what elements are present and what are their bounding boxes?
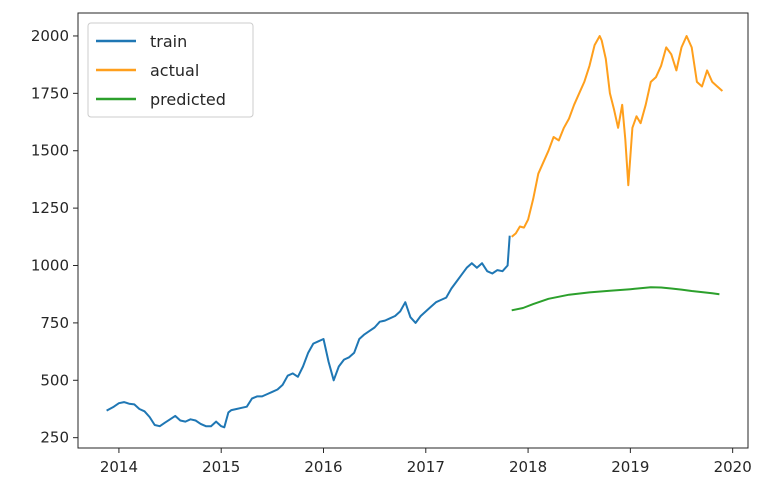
x-tick-label: 2016 bbox=[304, 458, 342, 476]
x-tick-label: 2020 bbox=[714, 458, 752, 476]
legend-box bbox=[87, 22, 254, 118]
x-tick-label: 2019 bbox=[611, 458, 649, 476]
y-tick-label: 500 bbox=[40, 371, 69, 389]
series-line-train bbox=[106, 235, 511, 429]
y-tick-label: 2000 bbox=[31, 27, 69, 45]
series-line-predicted bbox=[511, 286, 720, 312]
x-axis: 2014 2015 2016 2017 2018 2019 2020 bbox=[100, 448, 752, 476]
x-tick-label: 2014 bbox=[100, 458, 138, 476]
plot-area-frame bbox=[77, 12, 749, 449]
legend-label-actual: actual bbox=[150, 61, 199, 80]
y-tick-label: 1000 bbox=[31, 257, 69, 275]
x-tick-label: 2015 bbox=[202, 458, 240, 476]
y-tick-label: 1250 bbox=[31, 199, 69, 217]
series-lines bbox=[106, 35, 724, 429]
y-tick-label: 750 bbox=[40, 314, 69, 332]
legend: train actual predicted bbox=[87, 22, 254, 118]
x-tick-label: 2017 bbox=[407, 458, 445, 476]
y-tick-label: 1500 bbox=[31, 142, 69, 160]
legend-label-predicted: predicted bbox=[150, 90, 226, 109]
x-tick-label: 2018 bbox=[509, 458, 547, 476]
y-tick-label: 250 bbox=[40, 429, 69, 447]
legend-label-train: train bbox=[150, 32, 187, 51]
y-axis: 250 500 750 1000 1250 1500 1750 2000 bbox=[31, 27, 78, 447]
series-line-actual bbox=[511, 35, 724, 238]
y-tick-label: 1750 bbox=[31, 84, 69, 102]
